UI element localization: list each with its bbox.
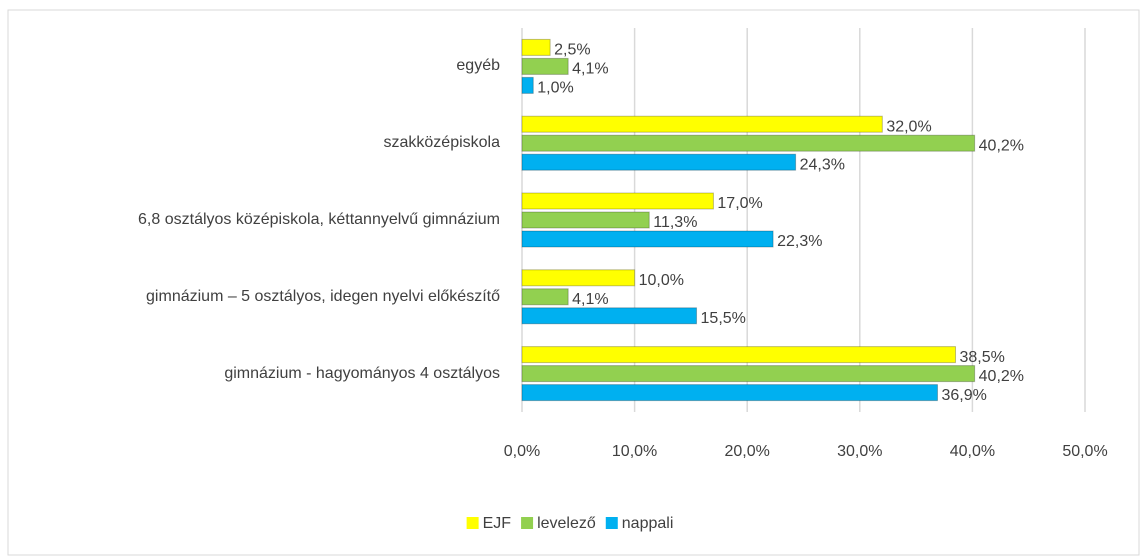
data-label: 24,3% <box>800 156 845 173</box>
data-label: 4,1% <box>572 61 608 78</box>
data-label: 36,9% <box>941 387 986 404</box>
data-label: 22,3% <box>777 233 822 250</box>
x-tick-label: 30,0% <box>837 443 882 460</box>
data-label: 40,2% <box>979 368 1024 385</box>
bar <box>521 384 938 402</box>
category-label: egyéb <box>456 57 500 75</box>
data-label: 4,1% <box>572 291 608 308</box>
data-label: 10,0% <box>639 272 684 289</box>
bar <box>521 365 976 383</box>
data-label: 1,0% <box>537 80 573 97</box>
legend-label: EJF <box>483 515 512 532</box>
data-label: 15,5% <box>701 310 746 327</box>
legend-swatch <box>605 517 618 529</box>
data-label: 11,3% <box>653 214 697 231</box>
category-label: szakközépiskola <box>383 134 501 152</box>
bar <box>521 153 797 171</box>
data-label: 40,2% <box>979 137 1024 154</box>
x-tick-label: 10,0% <box>612 443 657 460</box>
data-label: 38,5% <box>960 349 1005 366</box>
legend-label: levelező <box>537 515 596 532</box>
legend-swatch <box>466 517 479 529</box>
data-label: 17,0% <box>717 195 762 212</box>
legend-label: nappali <box>622 515 674 532</box>
bar <box>521 346 957 364</box>
bar <box>521 38 551 56</box>
bar <box>521 134 976 152</box>
category-label: 6,8 osztályos középiskola, kéttannyelvű … <box>138 211 500 228</box>
bar <box>521 288 569 306</box>
data-label: 2,5% <box>554 42 590 59</box>
bar <box>521 307 698 325</box>
bar <box>521 230 774 248</box>
bar <box>521 192 714 210</box>
bar <box>521 211 650 229</box>
bar <box>521 57 569 75</box>
x-tick-label: 40,0% <box>950 443 995 460</box>
x-tick-label: 20,0% <box>725 443 770 460</box>
x-tick-label: 50,0% <box>1062 443 1107 460</box>
x-tick-label: 0,0% <box>504 443 540 460</box>
bar <box>521 115 883 133</box>
bar <box>521 76 534 94</box>
legend-swatch <box>521 517 534 529</box>
category-label: gimnázium - hagyományos 4 osztályos <box>224 364 500 382</box>
category-label: gimnázium – 5 osztályos, idegen nyelvi e… <box>146 287 500 305</box>
data-label: 32,0% <box>886 118 931 135</box>
bar <box>521 269 636 287</box>
